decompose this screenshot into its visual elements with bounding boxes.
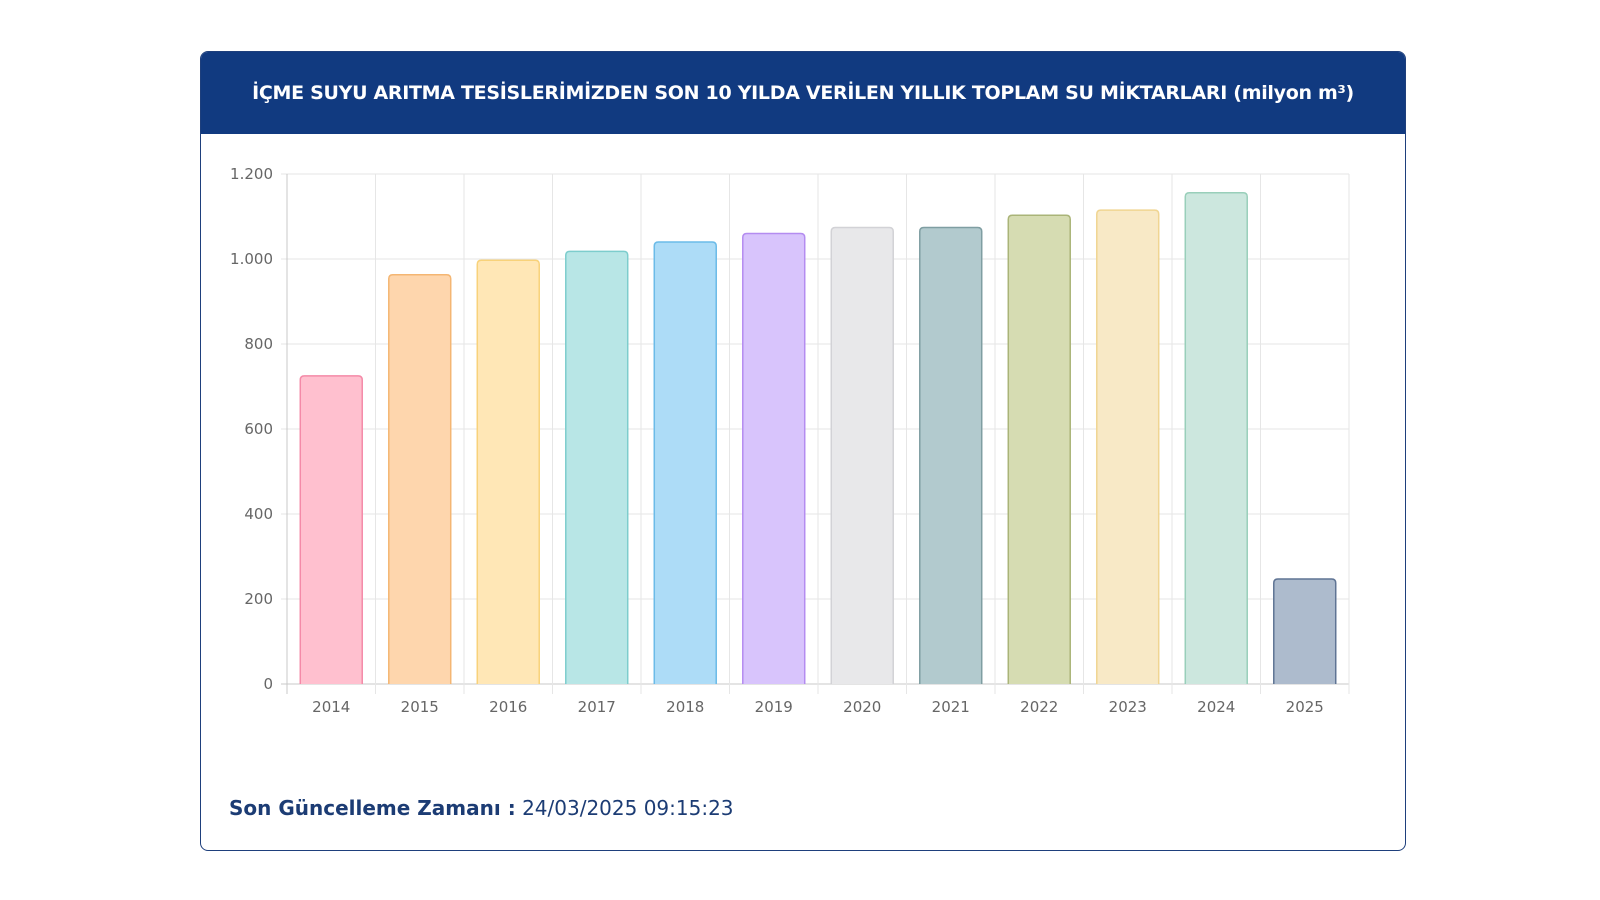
x-tick-label: 2022 <box>1020 698 1058 716</box>
x-tick-label: 2021 <box>932 698 970 716</box>
bar-2023 <box>1096 209 1160 684</box>
chart-title: İÇME SUYU ARITMA TESİSLERİMİZDEN SON 10 … <box>201 52 1405 134</box>
x-tick-label: 2014 <box>312 698 350 716</box>
x-tick-label: 2016 <box>489 698 527 716</box>
x-tick-label: 2023 <box>1109 698 1147 716</box>
y-tick-label: 200 <box>244 590 273 608</box>
chart-area: 0 200 400 600 800 1.000 1.200 2014 2015 2016 2017 2… <box>201 134 1405 774</box>
last-update: Son Güncelleme Zamanı : 24/03/2025 09:15… <box>229 796 734 820</box>
bar-2024 <box>1184 191 1248 684</box>
chart-card: İÇME SUYU ARITMA TESİSLERİMİZDEN SON 10 … <box>200 51 1406 851</box>
bar-2025 <box>1273 578 1337 684</box>
last-update-label: Son Güncelleme Zamanı : <box>229 796 516 820</box>
x-tick-label: 2017 <box>578 698 616 716</box>
bar-2014 <box>299 375 363 684</box>
y-tick-label: 400 <box>244 505 273 523</box>
bar-2020 <box>830 226 894 684</box>
bar-2015 <box>388 273 452 684</box>
bar-2017 <box>565 250 629 684</box>
x-tick-label: 2024 <box>1197 698 1235 716</box>
y-tick-label: 800 <box>244 335 273 353</box>
bar-2019 <box>742 232 806 684</box>
x-tick-label: 2018 <box>666 698 704 716</box>
bar-2021 <box>919 226 983 684</box>
x-tick-label: 2015 <box>401 698 439 716</box>
last-update-value: 24/03/2025 09:15:23 <box>522 796 734 820</box>
y-tick-label: 0 <box>263 675 273 693</box>
y-tick-label: 1.200 <box>230 165 273 183</box>
bar-chart: 0 200 400 600 800 1.000 1.200 2014 2015 2016 2017 2… <box>230 165 1350 716</box>
bar-2018 <box>653 241 717 684</box>
x-tick-label: 2025 <box>1286 698 1324 716</box>
x-tick-label: 2020 <box>843 698 881 716</box>
y-tick-label: 600 <box>244 420 273 438</box>
bar-2016 <box>476 259 540 684</box>
bar-2022 <box>1007 214 1071 684</box>
y-tick-label: 1.000 <box>230 250 273 268</box>
x-tick-label: 2019 <box>755 698 793 716</box>
